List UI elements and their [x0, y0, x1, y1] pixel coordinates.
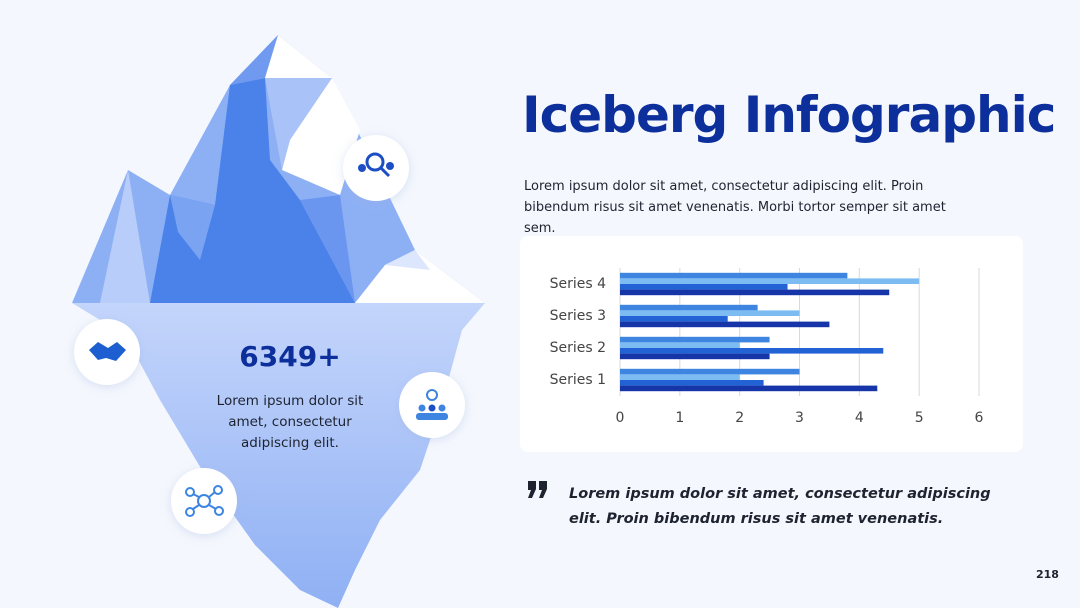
bar: [620, 321, 830, 328]
y-tick-label: Series 2: [550, 340, 606, 356]
bar: [620, 316, 728, 322]
y-tick-label: Series 4: [550, 276, 607, 292]
y-tick-label: Series 1: [550, 372, 606, 388]
icon-network: [171, 468, 237, 534]
bar: [620, 368, 800, 375]
icon-team-idea: [399, 372, 465, 438]
quote: Lorem ipsum dolor sit amet, consectetur …: [569, 486, 991, 527]
bar: [620, 284, 788, 290]
bar: [620, 289, 890, 296]
page-number: 218: [1036, 568, 1059, 581]
x-tick-label: 2: [735, 410, 744, 426]
title: Iceberg Infographic: [522, 86, 1056, 144]
y-tick-label: Series 3: [550, 308, 606, 324]
bar: [620, 310, 800, 316]
bar: [620, 374, 740, 380]
icon-handshake: [74, 319, 140, 385]
bar: [620, 385, 878, 392]
x-tick-label: 1: [675, 410, 684, 426]
bar: [620, 278, 920, 284]
x-tick-label: 3: [795, 410, 804, 426]
x-tick-label: 0: [616, 410, 625, 426]
bar: [620, 342, 740, 348]
stat-text: Lorem ipsum dolor sit amet, consectetur …: [216, 393, 364, 451]
x-tick-label: 5: [915, 410, 924, 426]
bar: [620, 272, 848, 279]
stat-value: 6349+: [239, 340, 341, 373]
bar: [620, 336, 770, 343]
bar: [620, 353, 770, 360]
bar: [620, 348, 884, 354]
bar: [620, 304, 758, 311]
bar: [620, 380, 764, 386]
chart: 0 1 2 3 4 5 6 Series 1 Series 2 Series 3 Series 4: [550, 268, 984, 426]
quote-mark: [528, 481, 547, 498]
x-tick-label: 4: [855, 410, 864, 426]
description: Lorem ipsum dolor sit amet, consectetur …: [524, 179, 946, 236]
x-tick-label: 6: [975, 410, 984, 426]
icon-research: [343, 135, 409, 201]
iceberg: [72, 35, 485, 608]
